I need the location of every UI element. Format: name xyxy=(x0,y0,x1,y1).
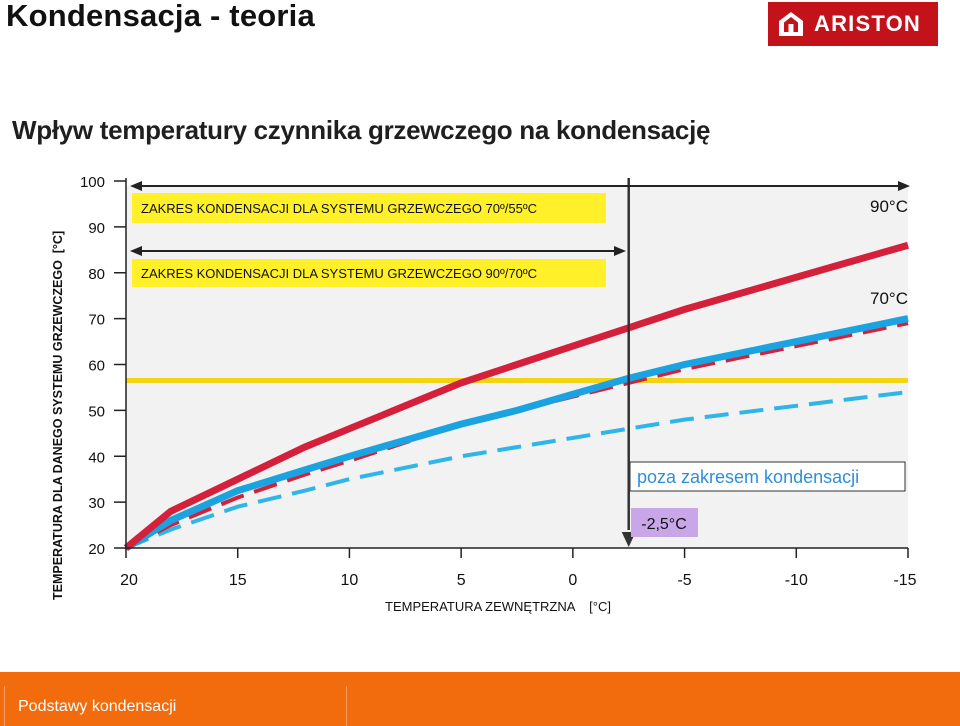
chart-title: Wpływ temperatury czynnika grzewczego na… xyxy=(12,115,711,145)
brand-logo: ARISTON xyxy=(768,2,938,46)
series-line-1 xyxy=(125,321,909,550)
x-tick-label: -15 xyxy=(893,572,916,589)
outside-range-box xyxy=(629,461,906,492)
series-90-label: 90°C xyxy=(870,197,908,216)
x-tick-label: 10 xyxy=(341,572,359,589)
range-90-70-box xyxy=(132,259,606,287)
x-tick-label: 5 xyxy=(457,572,466,589)
series-70-label: 70°C xyxy=(870,289,908,308)
marker-value-label: -2,5°C xyxy=(641,516,687,533)
footer-divider xyxy=(346,686,347,726)
range-70-55-label: ZAKRES KONDENSACJI DLA SYSTEMU GRZEWCZEG… xyxy=(141,201,537,216)
y-tick-label: 20 xyxy=(88,541,105,558)
x-tick-label: 0 xyxy=(568,572,577,589)
brand-name: ARISTON xyxy=(814,11,922,36)
footer-section-label: Podstawy kondensacji xyxy=(18,698,177,715)
y-tick-label: 100 xyxy=(80,174,105,191)
series-line-2 xyxy=(124,315,909,551)
footer-divider xyxy=(4,686,5,726)
y-tick-label: 60 xyxy=(88,358,105,375)
range-70-55-box xyxy=(132,193,606,223)
y-tick-label: 30 xyxy=(88,495,105,512)
x-tick-label: 20 xyxy=(120,572,138,589)
y-tick-label: 40 xyxy=(88,449,105,466)
range-arrow-outer-right xyxy=(898,181,910,191)
y-axis-label: TEMPERATURA DLA DANEGO SYSTEMU GRZEWCZEG… xyxy=(51,231,65,600)
x-tick-label: 15 xyxy=(229,572,247,589)
slide-title: Kondensacja - teoria xyxy=(6,0,315,33)
series-line-3 xyxy=(125,390,909,550)
outside-range-label: poza zakresem kondensacji xyxy=(637,467,859,487)
y-tick-label: 90 xyxy=(88,220,105,237)
series-line-0 xyxy=(123,241,909,551)
range-arrow-outer-left xyxy=(130,181,142,191)
y-tick-label: 70 xyxy=(88,312,105,329)
footer-bar: Podstawy kondensacji xyxy=(0,672,960,726)
range-arrow-inner-left xyxy=(130,246,142,256)
marker-value-box xyxy=(631,508,698,537)
x-tick-label: -10 xyxy=(785,572,808,589)
house-logo-icon xyxy=(779,12,803,36)
range-arrow-inner-right xyxy=(614,246,626,256)
y-tick-label: 80 xyxy=(88,266,105,283)
range-90-70-label: ZAKRES KONDENSACJI DLA SYSTEMU GRZEWCZEG… xyxy=(141,266,537,281)
y-tick-label: 50 xyxy=(88,403,105,420)
x-tick-label: -5 xyxy=(677,572,691,589)
x-axis-label: TEMPERATURA ZEWNĘTRZNA [°C] xyxy=(385,599,611,614)
